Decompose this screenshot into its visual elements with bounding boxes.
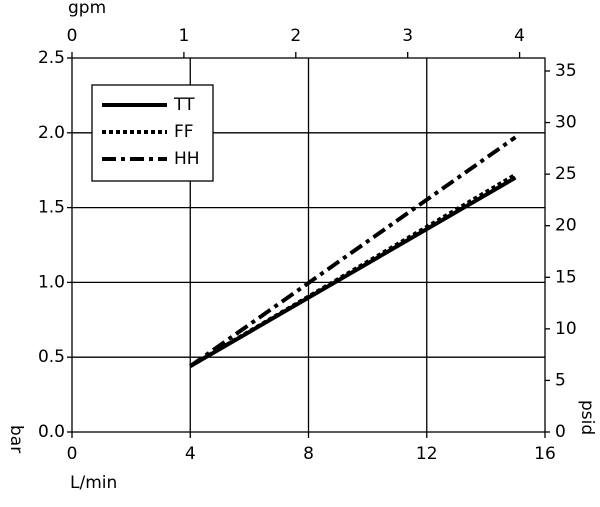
y-tick-label: 0.0 [38,422,65,442]
x-tick-label: 12 [416,444,438,464]
y-tick-label: 1.0 [38,272,65,292]
x-tick-label: 0 [67,444,78,464]
y-tick-label: 2.5 [38,48,65,68]
x2-axis-label: gpm [68,0,106,18]
x-tick-label: 4 [185,444,196,464]
y-tick-label: 2.0 [38,123,65,143]
y-tick-label: 0.5 [38,347,65,367]
y2-tick-label: 20 [555,216,577,236]
y2-tick-label: 5 [555,370,566,390]
y2-axis-label: psid [577,400,597,435]
x2-tick-label: 2 [290,26,301,46]
x-tick-label: 16 [534,444,556,464]
x-axis-label: L/min [70,473,117,493]
y2-tick-label: 10 [555,319,577,339]
plot-frame [71,57,546,433]
legend-label: HH [174,149,200,169]
x2-tick-label: 0 [67,26,78,46]
series-line [189,175,517,368]
y2-tick-label: 30 [555,113,577,133]
y-axis-label: bar [6,425,26,453]
y2-tick-label: 25 [555,164,577,184]
x2-tick-label: 1 [178,26,189,46]
x2-tick-label: 3 [402,26,413,46]
legend-label: TT [173,95,195,115]
y2-tick-label: 15 [555,267,577,287]
y-tick-label: 1.5 [38,198,65,218]
series-line [189,135,517,368]
x2-tick-label: 4 [514,26,525,46]
y2-tick-label: 35 [555,61,577,81]
legend-label: FF [174,122,194,142]
x-tick-label: 8 [303,444,314,464]
y2-tick-label: 0 [555,422,566,442]
